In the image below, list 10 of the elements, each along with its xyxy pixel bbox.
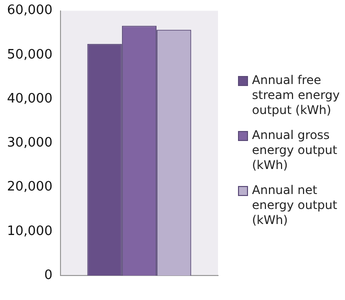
legend-label: Annual free stream energy output (kWh) xyxy=(252,72,341,118)
y-tick-label: 10,000 xyxy=(6,224,52,239)
y-tick-label: 40,000 xyxy=(6,91,52,106)
legend-label: Annual gross energy output (kWh) xyxy=(252,128,338,172)
y-tick-label: 50,000 xyxy=(6,47,52,62)
y-tick-label: 30,000 xyxy=(6,136,52,151)
legend-label: Annual net energy output (kWh) xyxy=(252,182,338,228)
y-tick-label: 20,000 xyxy=(6,180,52,195)
y-tick-label: 60,000 xyxy=(6,3,52,18)
y-tick-label: 0 xyxy=(44,268,52,283)
